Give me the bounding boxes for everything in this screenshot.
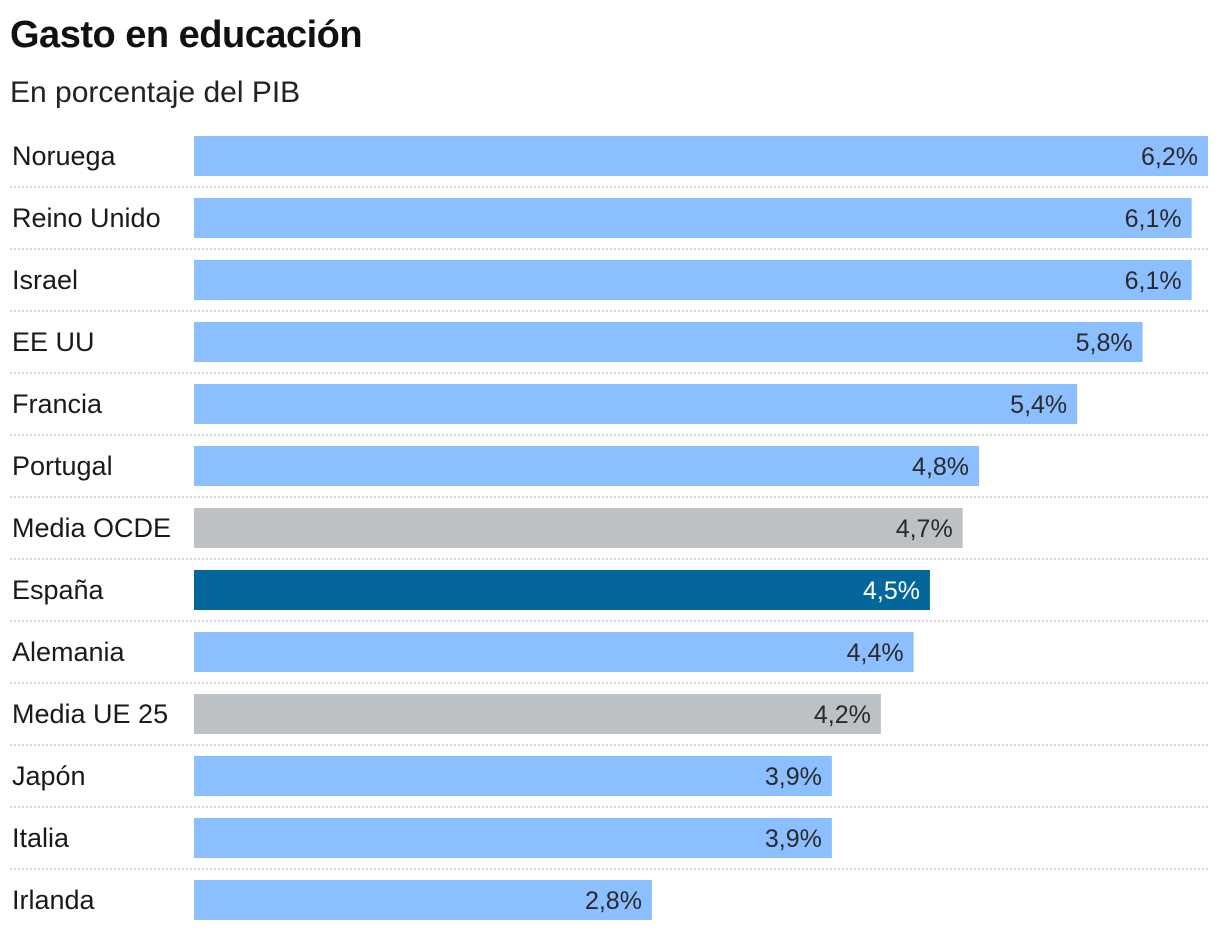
- value-label: 4,4%: [847, 639, 904, 667]
- category-label: Reino Unido: [12, 203, 161, 233]
- category-label: EE UU: [12, 327, 95, 357]
- value-label: 6,2%: [1141, 143, 1198, 171]
- bar-israel: [194, 260, 1192, 300]
- value-label: 3,9%: [765, 825, 822, 853]
- category-label: Portugal: [12, 451, 113, 481]
- bar-españa: [194, 570, 930, 610]
- category-label: Media UE 25: [12, 699, 168, 729]
- bar-ee-uu: [194, 322, 1143, 362]
- bar-italia: [194, 818, 832, 858]
- category-label: Noruega: [12, 141, 117, 171]
- value-label: 6,1%: [1125, 205, 1182, 233]
- value-label: 4,8%: [912, 453, 969, 481]
- bar-noruega: [194, 136, 1208, 176]
- bar-francia: [194, 384, 1078, 424]
- bar-irlanda: [194, 880, 652, 920]
- value-label: 5,4%: [1010, 391, 1067, 419]
- chart-title: Gasto en educación: [10, 14, 363, 56]
- category-label: Francia: [12, 389, 103, 419]
- bar-portugal: [194, 446, 980, 486]
- bar-alemania: [194, 632, 914, 672]
- category-label: Media OCDE: [12, 513, 171, 543]
- bar-japón: [194, 756, 832, 796]
- bar-media-ue-25: [194, 694, 881, 734]
- value-label: 4,2%: [814, 701, 871, 729]
- category-label: Israel: [12, 265, 78, 295]
- bar-reino-unido: [194, 198, 1192, 238]
- bar-media-ocde: [194, 508, 963, 548]
- value-label: 6,1%: [1125, 267, 1182, 295]
- value-label: 4,5%: [863, 577, 920, 605]
- category-label: Alemania: [12, 637, 126, 667]
- value-label: 3,9%: [765, 763, 822, 791]
- value-label: 5,8%: [1076, 329, 1133, 357]
- value-label: 2,8%: [585, 887, 642, 915]
- value-label: 4,7%: [896, 515, 953, 543]
- chart-subtitle: En porcentaje del PIB: [10, 76, 301, 109]
- category-label: Japón: [12, 761, 86, 791]
- category-label: Italia: [12, 823, 70, 853]
- category-label: España: [12, 575, 105, 605]
- category-label: Irlanda: [12, 885, 96, 915]
